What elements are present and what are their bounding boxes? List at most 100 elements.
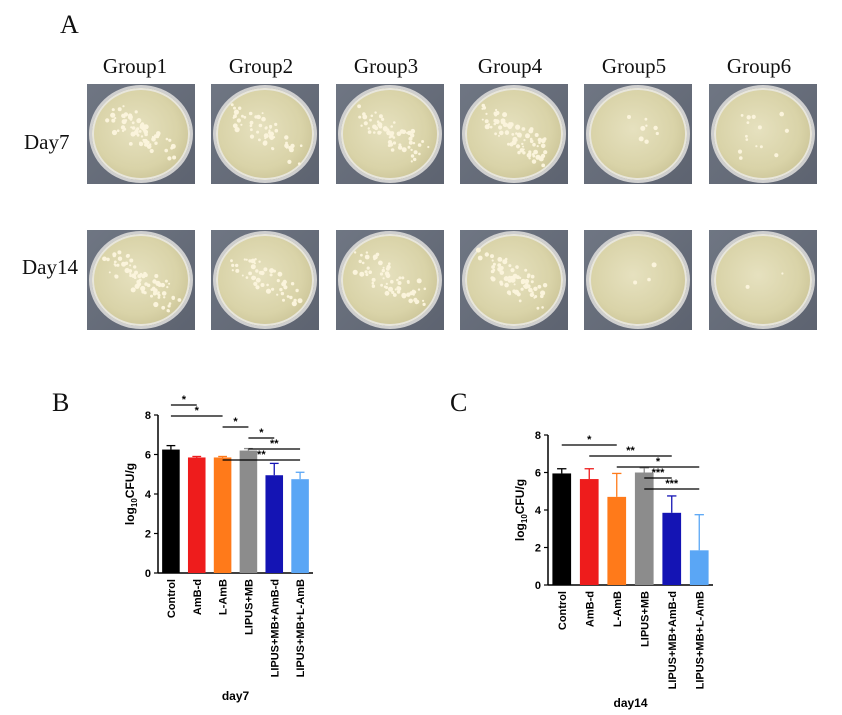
colony	[417, 288, 421, 291]
colonies	[481, 103, 548, 168]
colony	[415, 299, 420, 304]
colony	[418, 152, 421, 156]
colony	[129, 258, 134, 263]
colony	[284, 143, 289, 148]
colony	[134, 110, 138, 114]
colony	[152, 279, 157, 284]
colony	[236, 118, 241, 123]
colony	[484, 252, 489, 257]
colony	[499, 130, 504, 136]
group-label-2: Group2	[228, 54, 294, 78]
colony	[499, 282, 504, 286]
colony	[528, 157, 531, 160]
colony	[271, 287, 275, 291]
colony	[370, 114, 374, 118]
colony	[245, 258, 248, 261]
bar-lipus-mb-l-amb	[689, 550, 709, 585]
colony	[357, 104, 361, 109]
colony	[129, 274, 133, 278]
colony	[277, 271, 283, 277]
colony	[528, 152, 532, 156]
colony	[131, 126, 136, 130]
colony	[161, 283, 164, 286]
colony	[412, 290, 417, 294]
colony	[647, 277, 651, 282]
colony	[254, 262, 256, 265]
colony	[746, 115, 751, 120]
colony	[494, 132, 497, 136]
colony	[108, 271, 111, 274]
colony	[522, 151, 526, 155]
colony	[129, 264, 132, 267]
colony	[534, 133, 539, 137]
colony	[377, 130, 382, 135]
colony	[365, 273, 369, 277]
colony	[252, 276, 257, 280]
colony	[427, 145, 430, 149]
colony	[406, 280, 410, 283]
colony	[498, 134, 500, 137]
colony	[784, 128, 789, 133]
colony	[258, 270, 263, 275]
colony	[153, 134, 158, 139]
colony	[255, 277, 261, 283]
colony	[536, 155, 541, 160]
colony	[268, 129, 271, 132]
colony	[284, 135, 289, 140]
day-label-7: Day7	[24, 130, 70, 154]
y-tick-label: 8	[535, 430, 541, 442]
y-tick-label: 0	[535, 580, 541, 592]
colony	[263, 267, 268, 272]
culture-plate-day14-group2	[211, 230, 319, 330]
colony	[297, 298, 303, 304]
y-axis-label: log10CFU/g	[123, 463, 139, 525]
colonies	[230, 103, 303, 166]
bar-amb-d	[579, 479, 599, 585]
colony	[358, 259, 362, 264]
colony	[378, 260, 383, 266]
colony	[386, 130, 392, 136]
colony	[374, 111, 377, 114]
x-tick-label: LIPUS+MB+AmB-d	[269, 579, 281, 677]
colony	[408, 140, 413, 145]
petri-dish	[589, 88, 687, 180]
colony	[128, 113, 133, 118]
colony	[111, 108, 115, 112]
colony	[378, 114, 383, 119]
x-tick-label: AmB-d	[192, 579, 204, 615]
colony	[512, 273, 518, 279]
colony	[299, 144, 303, 147]
colony	[268, 134, 274, 139]
colony	[416, 278, 422, 284]
colony	[381, 117, 385, 121]
colony	[154, 141, 158, 145]
colony	[502, 112, 508, 118]
colony	[540, 143, 546, 149]
chart-day14: 0 2 4 6 8 log10CFU/g Control AmB-d L-AmB LIPUS+MB…	[513, 430, 713, 710]
colony	[264, 137, 267, 140]
colony	[269, 268, 275, 274]
colony	[497, 257, 503, 262]
colony	[507, 142, 510, 146]
colony	[168, 302, 172, 305]
colony	[655, 131, 659, 136]
colony	[543, 150, 548, 155]
y-tick-label: 4	[145, 489, 152, 501]
colony	[523, 284, 526, 288]
colony	[387, 140, 393, 145]
colony	[269, 273, 273, 277]
colonies	[230, 258, 303, 307]
colony	[383, 285, 387, 289]
chart-day7: 0 2 4 6 8 log10CFU/g Control AmB-d L-AmB LIPUS+MB…	[123, 395, 313, 703]
colony	[152, 288, 158, 293]
colony	[365, 251, 369, 254]
colony	[280, 291, 285, 296]
colony	[521, 127, 526, 131]
colony	[536, 145, 539, 148]
x-tick-label: LIPUS+MB+L-AmB	[295, 579, 307, 677]
colony	[276, 279, 280, 283]
colony	[497, 263, 501, 267]
colony	[230, 103, 234, 107]
colony	[408, 136, 413, 141]
colony	[520, 287, 524, 291]
